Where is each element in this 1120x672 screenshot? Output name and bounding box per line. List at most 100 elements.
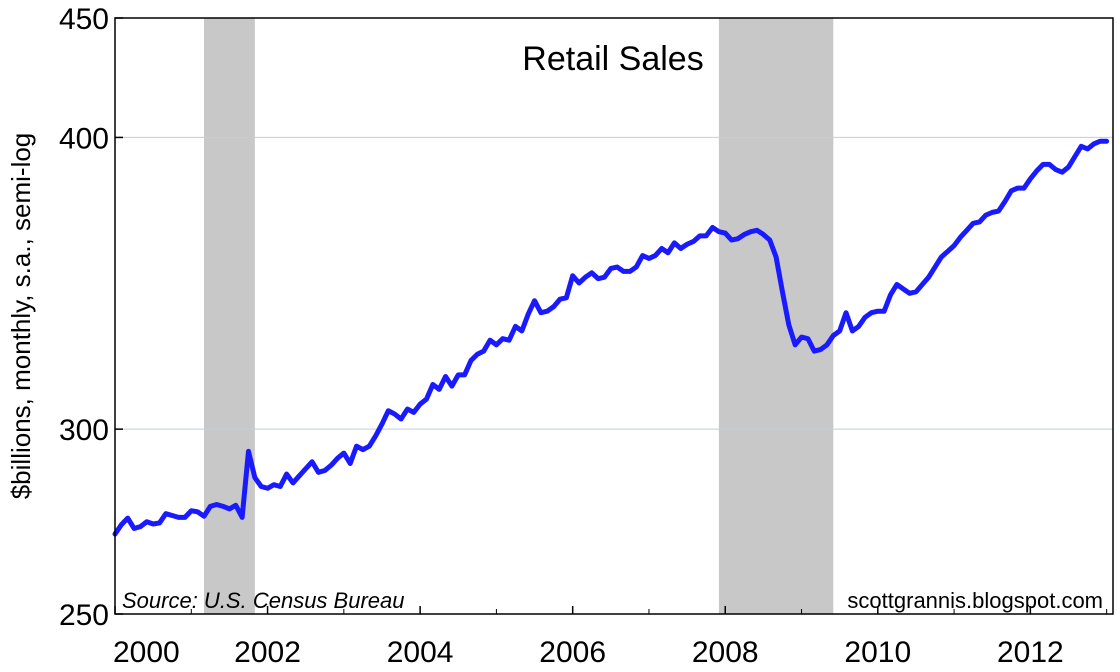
data-point [330, 464, 332, 466]
data-point [451, 385, 453, 387]
data-point [292, 482, 294, 484]
y-tick-label: 450 [59, 3, 109, 36]
data-point [413, 411, 415, 413]
data-point [591, 272, 593, 274]
data-point [254, 477, 256, 479]
data-point [317, 471, 319, 473]
data-point [826, 344, 828, 346]
data-point [1004, 201, 1006, 203]
x-tick-label: 2002 [234, 636, 301, 669]
data-point [616, 266, 618, 268]
data-point [432, 384, 434, 385]
data-point [209, 505, 211, 507]
data-point [890, 294, 892, 296]
blog-credit: scottgrannis.blogspot.com [847, 588, 1103, 613]
data-point [527, 313, 529, 315]
data-point [712, 227, 714, 228]
data-point [470, 360, 472, 362]
data-point [127, 517, 129, 519]
data-point [909, 292, 911, 294]
data-point [775, 256, 777, 258]
data-point [305, 468, 307, 470]
data-point [947, 250, 949, 252]
plot-frame [114, 17, 1114, 615]
data-point [953, 245, 955, 247]
data-point [813, 350, 815, 352]
data-point [521, 330, 523, 332]
data-point [781, 291, 783, 293]
data-point [839, 330, 841, 332]
data-point [750, 231, 752, 233]
data-point [362, 449, 364, 451]
data-point [1048, 163, 1050, 165]
data-point [387, 410, 389, 412]
data-point [190, 510, 192, 512]
data-point [267, 487, 269, 489]
data-point [489, 339, 491, 341]
data-point [324, 470, 326, 472]
source-note: Source: U.S. Census Bureau [122, 588, 404, 613]
data-point [985, 214, 987, 216]
data-point [381, 423, 383, 425]
data-point [273, 484, 275, 486]
data-point [991, 211, 993, 213]
data-point [495, 344, 497, 346]
data-point [165, 513, 167, 515]
data-point [514, 325, 516, 327]
data-point [737, 238, 739, 240]
data-point [178, 516, 180, 518]
data-point [133, 527, 135, 529]
data-point [1017, 187, 1019, 189]
data-point [731, 239, 733, 241]
data-point [610, 267, 612, 269]
data-point [1010, 190, 1012, 192]
data-point [597, 278, 599, 280]
data-point [724, 232, 726, 234]
data-point [349, 463, 351, 465]
data-point [534, 300, 536, 302]
data-point [820, 349, 822, 351]
data-point [966, 229, 968, 231]
data-point [1093, 143, 1095, 145]
data-point [623, 270, 625, 272]
data-point [832, 335, 834, 337]
y-tick-label: 300 [59, 414, 109, 447]
data-point [584, 276, 586, 278]
data-point [139, 526, 141, 528]
data-point [1023, 187, 1025, 189]
data-point [673, 242, 675, 244]
data-point [336, 457, 338, 459]
data-point [1029, 178, 1031, 180]
axis-ticks: 250 300 400 450 2000 2002 2004 2006 2008 2010 2012 [59, 3, 1108, 669]
x-tick-label: 2006 [539, 636, 606, 669]
data-point [400, 418, 402, 420]
y-axis-label: $billions, monthly, s.a., semi-log [6, 133, 36, 500]
data-point [654, 255, 656, 257]
data-point [756, 229, 758, 231]
x-tick-label: 2000 [113, 636, 180, 669]
data-point [858, 325, 860, 327]
data-point [1099, 140, 1101, 142]
data-point [692, 240, 694, 242]
data-point [553, 306, 555, 308]
data-point [851, 330, 853, 332]
data-point [934, 266, 936, 268]
data-point [801, 336, 803, 338]
data-point [1061, 171, 1063, 173]
data-point [260, 485, 262, 487]
data-point [642, 255, 644, 257]
data-point [464, 374, 466, 376]
series-points-1 [114, 140, 1108, 535]
data-point [457, 374, 459, 376]
data-point [241, 516, 243, 518]
data-point [648, 257, 650, 259]
data-point [915, 291, 917, 293]
chart-title: Retail Sales [522, 40, 703, 78]
data-point [394, 413, 396, 415]
data-point [998, 210, 1000, 212]
data-point [972, 222, 974, 224]
y-tick-label: 400 [59, 122, 109, 155]
data-point [1106, 140, 1108, 142]
x-tick-label: 2008 [692, 636, 759, 669]
data-point [686, 243, 688, 245]
